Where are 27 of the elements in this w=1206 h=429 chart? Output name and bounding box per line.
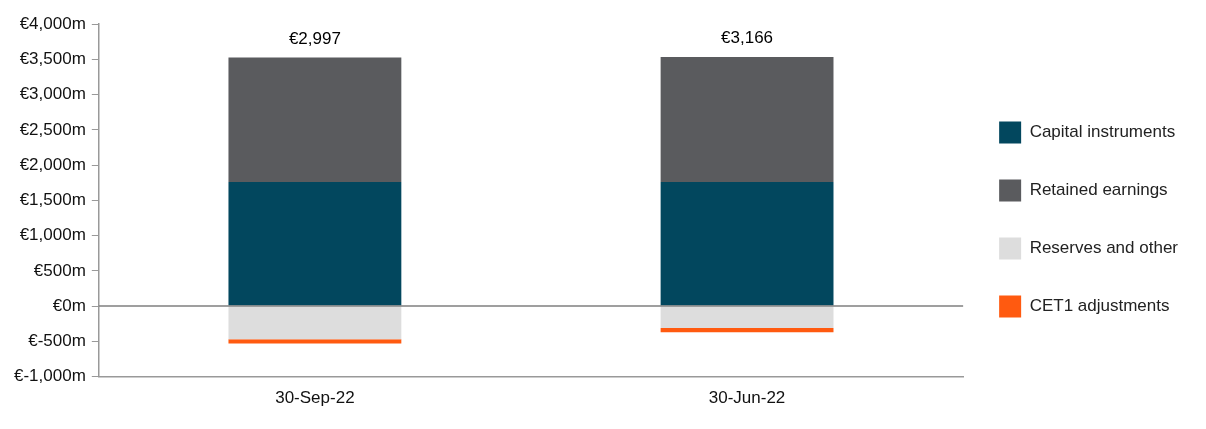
legend-label: Retained earnings xyxy=(1029,180,1168,200)
bar xyxy=(228,339,402,344)
bar xyxy=(660,56,834,183)
bar xyxy=(660,182,834,306)
x-tick-label: 30-Sep-22 xyxy=(275,388,355,408)
bar xyxy=(228,57,402,183)
y-tick-label: €2,500m xyxy=(19,119,86,139)
bar xyxy=(228,306,402,340)
y-tick-label: €3,500m xyxy=(19,49,86,69)
y-tick-label: €2,000m xyxy=(19,154,86,174)
legend-label: CET1 adjustments xyxy=(1029,296,1170,316)
bar xyxy=(660,327,834,333)
bar xyxy=(228,182,402,306)
legend-label: Reserves and other xyxy=(1029,238,1179,258)
legend-label: Capital instruments xyxy=(1029,122,1176,142)
bar xyxy=(660,306,834,328)
y-tick-label: €4,000m xyxy=(19,13,86,33)
y-tick-label: €1,000m xyxy=(19,225,86,245)
y-tick-label: €500m xyxy=(33,260,86,280)
y-tick-label: €1,500m xyxy=(19,190,86,210)
total-label: €2,997 xyxy=(288,28,341,48)
total-label: €3,166 xyxy=(721,28,774,48)
y-tick-label: €0m xyxy=(52,295,86,315)
y-tick-label: €-500m xyxy=(28,331,86,351)
y-tick-label: €3,000m xyxy=(19,84,86,104)
y-tick-label: €-1,000m xyxy=(13,366,86,386)
x-tick-label: 30-Jun-22 xyxy=(708,388,786,408)
